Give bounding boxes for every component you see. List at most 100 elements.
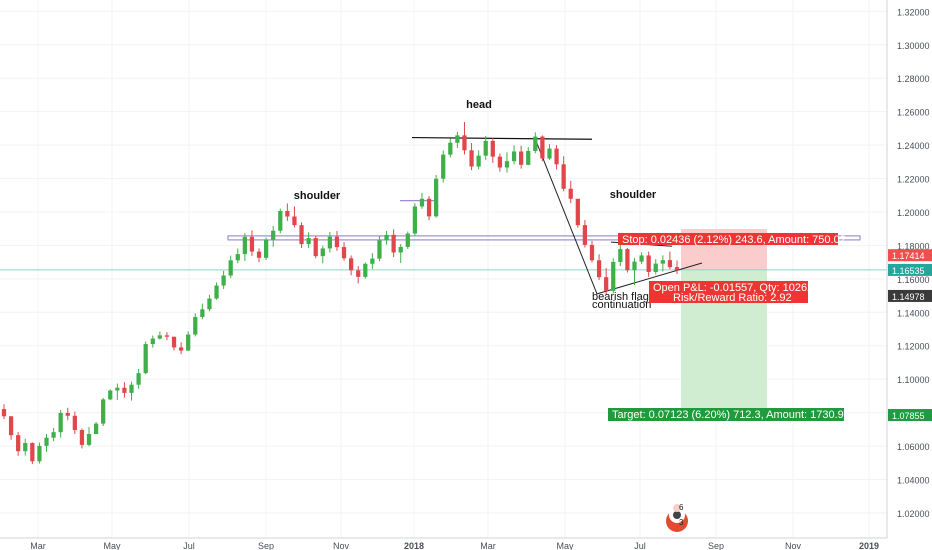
shoulder-right-label: shoulder — [610, 189, 657, 201]
candle-body — [327, 236, 332, 249]
pnl-label: Open P&L: -0.01557, Qty: 10262 — [653, 282, 813, 294]
candle-body — [122, 387, 127, 393]
candle-body — [242, 236, 247, 255]
candle-body — [568, 188, 573, 199]
x-tick-label: Mar — [480, 541, 496, 550]
candle-body — [646, 255, 651, 273]
price-tag-label: 1.17414 — [892, 251, 925, 261]
candle-body — [186, 334, 191, 351]
y-tick-label: 1.28000 — [897, 74, 930, 84]
candle-body — [79, 429, 85, 445]
y-tick-label: 1.32000 — [897, 7, 930, 17]
candle-body — [16, 435, 21, 452]
candle-body — [8, 416, 14, 436]
neckline-channel — [227, 235, 861, 241]
y-tick-label: 1.30000 — [897, 41, 930, 51]
candle-body — [391, 234, 396, 253]
candle-body — [30, 443, 35, 462]
candle-body — [462, 135, 467, 151]
candle-body — [235, 254, 240, 261]
rr-label: Risk/Reward Ratio: 2.92 — [673, 292, 792, 304]
continuation-label: continuation — [592, 299, 651, 311]
candle-body — [214, 285, 219, 299]
candle-body — [589, 244, 595, 261]
y-tick-label: 1.20000 — [897, 208, 930, 218]
x-tick-label: May — [556, 541, 574, 550]
candle-body — [108, 390, 113, 400]
candle-body — [611, 261, 616, 291]
candle-body — [1, 409, 7, 417]
x-tick-label: May — [103, 541, 121, 550]
candle-body — [370, 258, 375, 264]
x-tick-label: Jul — [183, 541, 195, 550]
price-tag-label: 1.07855 — [892, 411, 925, 421]
candle-body — [164, 335, 170, 337]
y-tick-label: 1.18000 — [897, 241, 930, 251]
candle-body — [519, 151, 524, 165]
x-axis-labels: Mar May Jul Sep Nov 2018 Mar May Jul Sep Nov 2019 — [30, 541, 879, 550]
candle-body — [434, 178, 439, 217]
candle-body — [575, 198, 580, 226]
svg-text:3: 3 — [679, 518, 684, 527]
y-tick-label: 1.02000 — [897, 509, 930, 519]
candle-body — [136, 373, 141, 385]
candle-body — [341, 247, 347, 259]
pole-line — [534, 138, 598, 295]
price-tag — [888, 249, 932, 262]
target-label-box — [608, 408, 844, 421]
candle-body — [653, 263, 658, 273]
head-label: head — [466, 99, 492, 111]
y-tick-label: 1.22000 — [897, 175, 930, 185]
candle-body — [157, 335, 162, 339]
candle-body — [639, 255, 644, 262]
candle-body — [377, 240, 382, 259]
x-tick-label: Sep — [258, 541, 274, 550]
candle-body — [193, 316, 198, 335]
x-tick-label: Sep — [708, 541, 724, 550]
candle-body — [23, 443, 28, 452]
x-tick-label: Nov — [333, 541, 350, 550]
candle-body — [37, 445, 42, 462]
target-label: Target: 0.07123 (6.20%) 712.3, Amount: 1… — [612, 409, 850, 421]
candle-body — [72, 415, 77, 430]
candle-body — [150, 338, 155, 345]
position-labels: Stop: 0.02436 (2.12%) 243.6, Amount: 750… — [608, 233, 850, 421]
candle-body — [313, 238, 318, 257]
candle-body — [582, 225, 588, 245]
candle-body — [221, 275, 226, 286]
y-tick-label: 1.24000 — [897, 141, 930, 151]
y-tick-label: 1.06000 — [897, 442, 930, 452]
candle-body — [476, 155, 481, 167]
price-tag — [888, 409, 932, 422]
candle-body — [540, 136, 545, 159]
x-tick-label: Mar — [30, 541, 46, 550]
candle-body — [632, 261, 637, 271]
candle-body — [384, 234, 389, 241]
candle-body — [306, 238, 311, 245]
candle-body — [129, 384, 134, 393]
candle-body — [292, 216, 297, 226]
candle-body — [178, 347, 184, 351]
candle-body — [511, 151, 517, 162]
y-tick-label: 1.16000 — [897, 275, 930, 285]
y-axis-labels: 1.32000 1.30000 1.28000 1.26000 1.24000 1.220… — [897, 7, 930, 519]
candle-body — [44, 437, 49, 446]
candle-body — [278, 210, 283, 231]
candle-body — [660, 260, 665, 264]
candle-body — [320, 248, 325, 257]
candle-body — [101, 399, 106, 424]
candle-body — [65, 412, 70, 416]
candle-body — [115, 387, 120, 391]
candle-body — [490, 140, 495, 157]
candle-body — [533, 136, 538, 151]
head-line — [411, 136, 593, 140]
candle-body — [256, 251, 262, 258]
candle-body — [625, 249, 630, 271]
stop-label: Stop: 0.02436 (2.12%) 243.6, Amount: 750… — [622, 234, 846, 246]
candle-body — [674, 267, 680, 270]
candle-body — [51, 432, 56, 438]
candle-body — [86, 434, 92, 445]
logo-watermark: 6 3 — [666, 503, 688, 532]
candle-body — [299, 225, 304, 245]
